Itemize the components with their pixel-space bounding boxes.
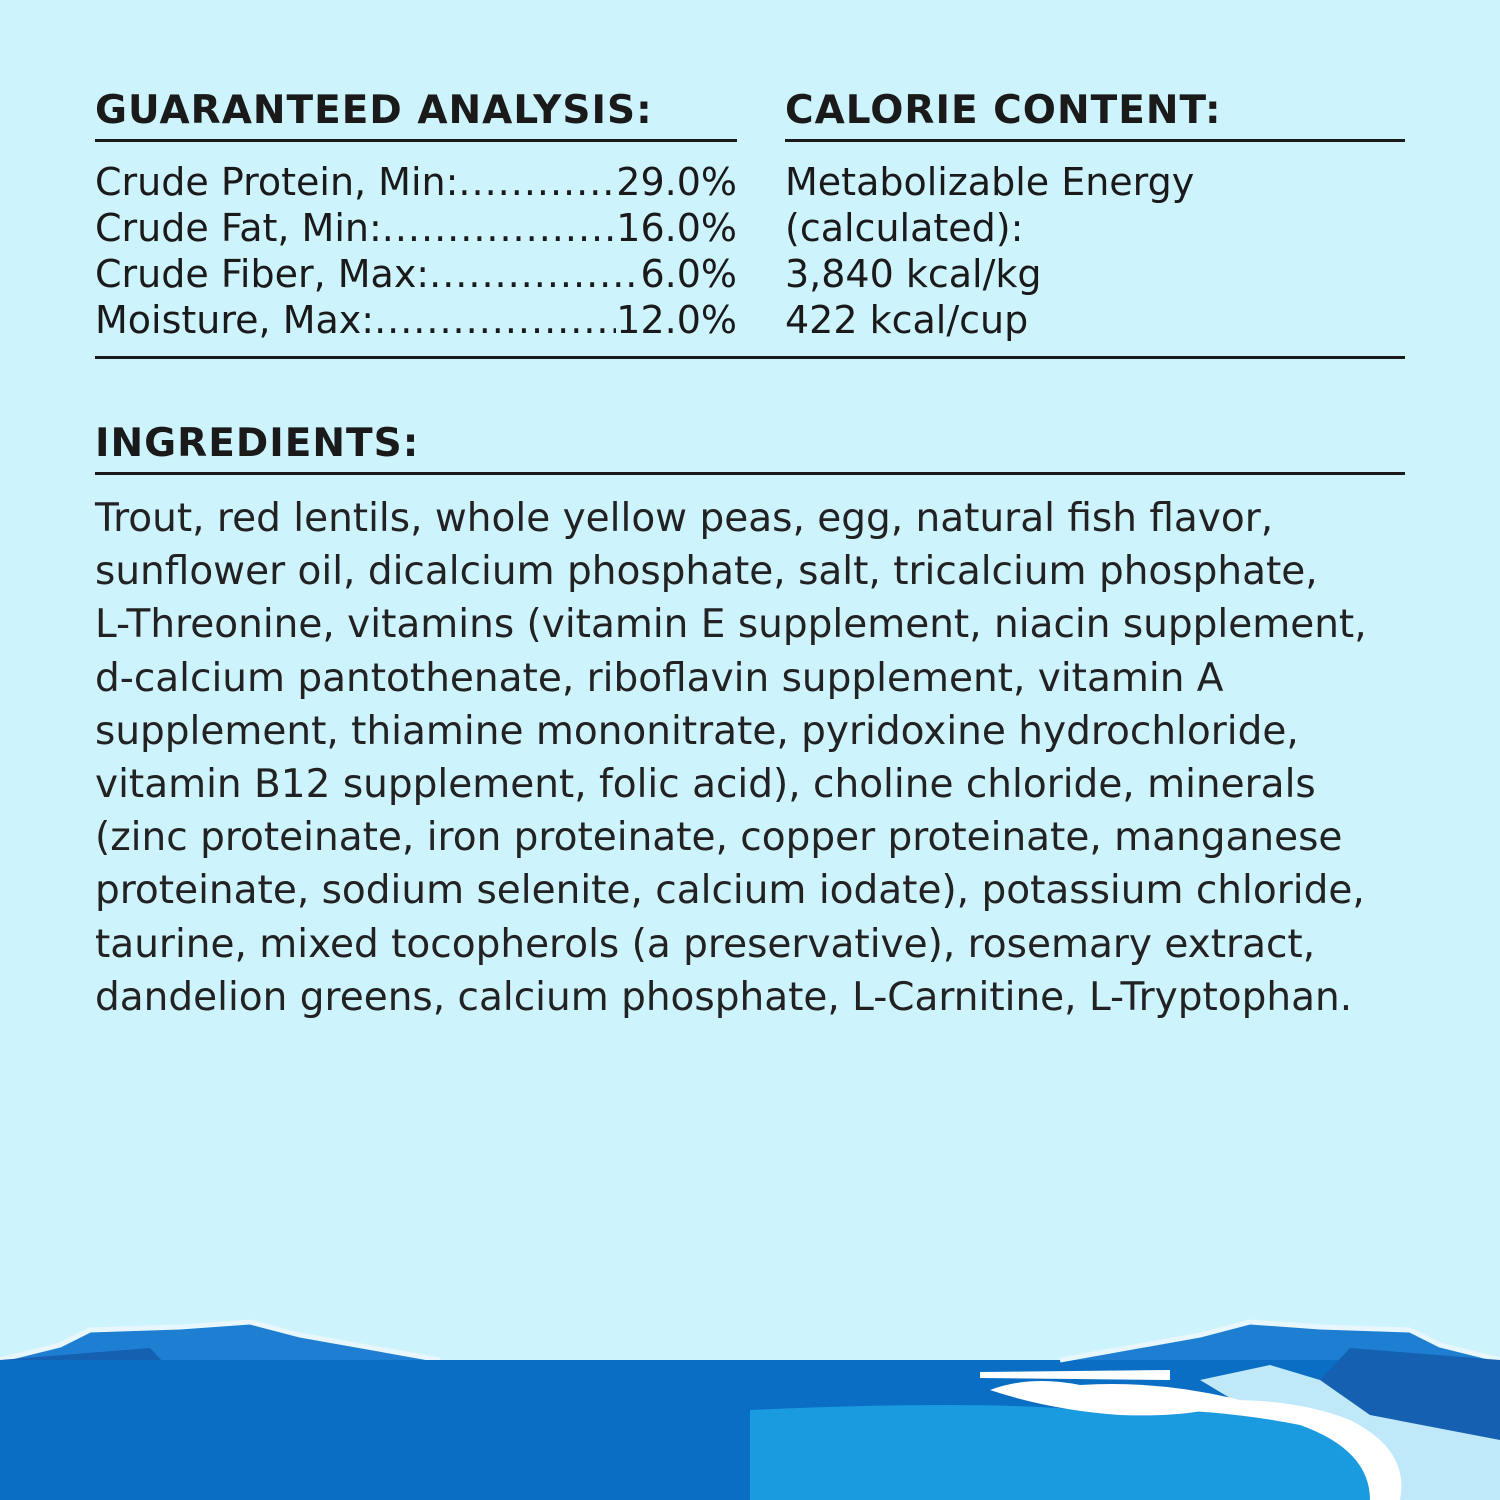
- guaranteed-analysis-heading: GUARANTEED ANALYSIS:: [95, 88, 653, 133]
- analysis-row: Moisture, Max: 12.0%: [95, 297, 737, 343]
- divider: [95, 356, 1405, 359]
- analysis-value: 12.0%: [616, 298, 737, 342]
- ingredients-line: d-calcium pantothenate, riboflavin suppl…: [95, 655, 1224, 701]
- analysis-row: Crude Protein, Min: 29.0%: [95, 159, 737, 205]
- coastal-illustration: [0, 1319, 1500, 1500]
- dot-leader: [374, 297, 616, 343]
- ingredients-line: L-Threonine, vitamins (vitamin E supplem…: [95, 602, 1367, 648]
- ingredients-line: supplement, thiamine mononitrate, pyrido…: [95, 708, 1299, 754]
- calorie-content-heading: CALORIE CONTENT:: [785, 88, 1222, 133]
- divider: [95, 472, 1405, 475]
- dot-leader: [458, 159, 616, 205]
- analysis-value: 29.0%: [616, 160, 737, 204]
- ingredients-heading: INGREDIENTS:: [95, 421, 420, 466]
- ingredients-line: (zinc proteinate, iron proteinate, coppe…: [95, 815, 1343, 861]
- ingredients-line: taurine, mixed tocopherols (a preservati…: [95, 921, 1316, 967]
- ingredients-line: dandelion greens, calcium phosphate, L-C…: [95, 974, 1353, 1020]
- ingredients-list: Trout, red lentils, whole yellow peas, e…: [95, 492, 1367, 1024]
- ingredients-line: proteinate, sodium selenite, calcium iod…: [95, 868, 1365, 914]
- calorie-lines: Metabolizable Energy (calculated): 3,840…: [785, 159, 1194, 343]
- ingredients-line: vitamin B12 supplement, folic acid), cho…: [95, 762, 1316, 808]
- analysis-label: Moisture, Max:: [95, 298, 375, 342]
- calorie-line: (calculated):: [785, 206, 1024, 250]
- analysis-value: 16.0%: [616, 206, 737, 250]
- calorie-line: 3,840 kcal/kg: [785, 252, 1042, 296]
- analysis-label: Crude Fat, Min:: [95, 206, 382, 250]
- analysis-label: Crude Fiber, Max:: [95, 252, 430, 296]
- calorie-line: 422 kcal/cup: [785, 298, 1029, 342]
- dot-leader: [382, 205, 617, 251]
- ingredients-line: Trout, red lentils, whole yellow peas, e…: [95, 496, 1274, 541]
- analysis-row: Crude Fat, Min: 16.0%: [95, 205, 737, 251]
- divider: [785, 139, 1405, 142]
- divider: [95, 139, 737, 142]
- analysis-label: Crude Protein, Min:: [95, 160, 459, 204]
- analysis-row: Crude Fiber, Max: 6.0%: [95, 251, 737, 297]
- ingredients-line: sunflower oil, dicalcium phosphate, salt…: [95, 549, 1318, 595]
- analysis-value: 6.0%: [640, 252, 737, 296]
- calorie-line: Metabolizable Energy: [785, 160, 1195, 204]
- dot-leader: [429, 251, 640, 297]
